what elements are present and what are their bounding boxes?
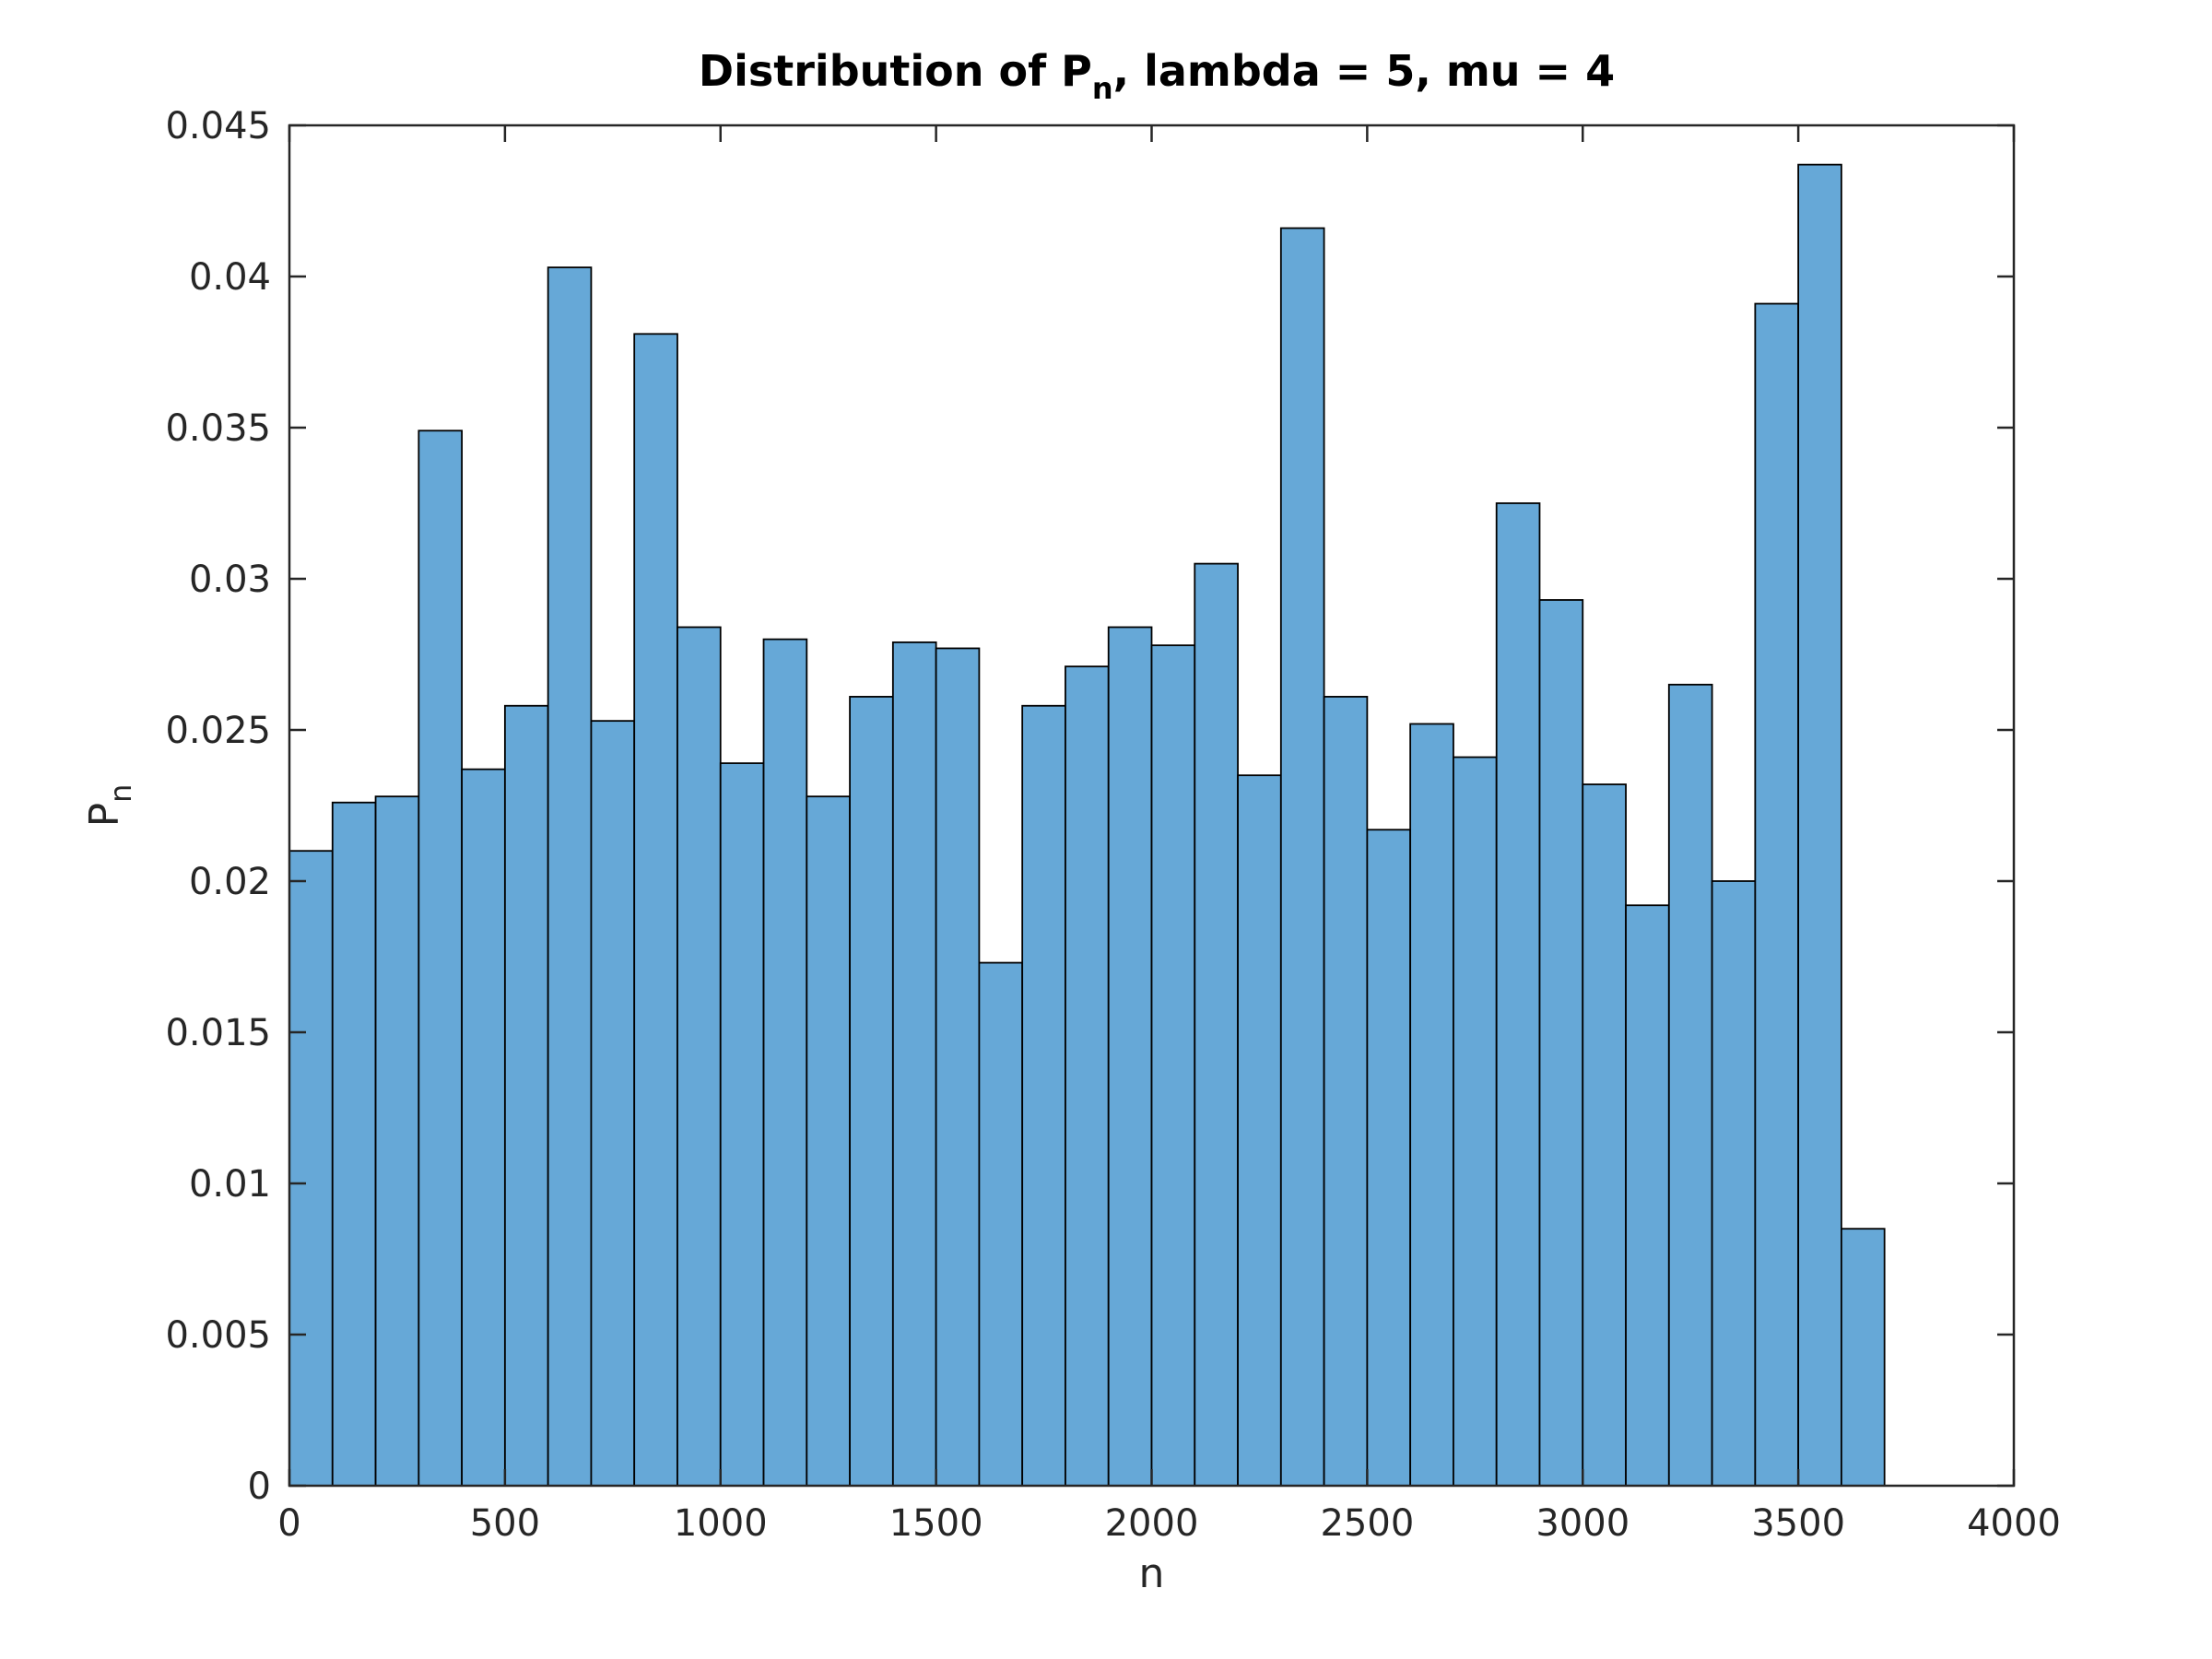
histogram-bar	[503, 704, 549, 1487]
histogram-bar	[1021, 704, 1066, 1487]
x-tick-label: 0	[277, 1502, 300, 1545]
y-tick-label: 0.015	[165, 1012, 271, 1054]
y-tick-label: 0.03	[189, 559, 271, 601]
y-tick-label: 0.035	[165, 407, 271, 450]
histogram-bar	[1237, 774, 1282, 1487]
histogram-bar	[1754, 302, 1800, 1487]
x-tick-label: 4000	[1967, 1502, 2061, 1545]
histogram-bar	[677, 626, 722, 1487]
histogram-bar	[1625, 904, 1670, 1487]
histogram-bar	[849, 696, 894, 1487]
y-axis-label-main: P	[81, 803, 128, 828]
histogram-bar	[1797, 163, 1842, 1487]
x-tick-label: 1500	[889, 1502, 983, 1545]
y-tick-label: 0	[248, 1465, 271, 1508]
histogram-bar	[461, 768, 506, 1487]
histogram-bar	[1150, 644, 1196, 1487]
y-tick-label: 0.01	[189, 1163, 271, 1206]
chart-title-main: Distribution of P	[699, 46, 1092, 96]
y-tick-label: 0.04	[189, 256, 271, 299]
x-tick-label: 1000	[674, 1502, 768, 1545]
histogram-bar	[288, 850, 334, 1487]
y-tick-label: 0.005	[165, 1314, 271, 1357]
histogram-bar	[1366, 829, 1412, 1487]
histogram-bar	[806, 795, 851, 1487]
histogram-bar	[1194, 562, 1239, 1487]
bars-group	[288, 163, 1886, 1487]
x-tick-label: 3000	[1535, 1502, 1630, 1545]
y-tick-labels: 0 0.005 0.01 0.015 0.02 0.025 0.03 0.035 0.04 0.0…	[165, 105, 271, 1508]
histogram-bar	[1107, 626, 1153, 1487]
chart-title-rest: , lambda = 5, mu = 4	[1113, 46, 1615, 96]
histogram-bar	[1667, 683, 1713, 1487]
histogram-bar	[935, 647, 981, 1487]
histogram-bar	[1409, 723, 1454, 1487]
histogram-bar	[978, 961, 1024, 1487]
histogram-bar	[1711, 880, 1757, 1487]
y-axis-label: Pn	[81, 784, 138, 828]
x-tick-label: 2000	[1105, 1502, 1199, 1545]
histogram-bar	[762, 638, 808, 1487]
histogram-bar	[633, 333, 678, 1487]
histogram-bar	[891, 641, 937, 1487]
x-axis-label: n	[1139, 1550, 1165, 1597]
histogram-bar	[590, 720, 636, 1487]
chart-title: Distribution of Pn, lambda = 5, mu = 4	[699, 46, 1615, 106]
y-tick-label: 0.02	[189, 861, 271, 903]
histogram-bar	[1538, 599, 1584, 1487]
histogram-bar	[1323, 696, 1369, 1487]
histogram-bar	[331, 801, 377, 1487]
histogram-bar	[374, 795, 420, 1487]
histogram-bar	[1279, 227, 1325, 1487]
x-tick-label: 2500	[1320, 1502, 1414, 1545]
histogram-bar	[418, 429, 464, 1487]
histogram-bar	[1582, 783, 1627, 1487]
y-tick-label: 0.025	[165, 710, 271, 752]
histogram-bar	[719, 762, 765, 1487]
histogram-bar	[1065, 665, 1110, 1487]
histogram-bar	[1495, 502, 1541, 1487]
y-tick-label: 0.045	[165, 105, 271, 147]
x-tick-label: 500	[470, 1502, 540, 1545]
histogram-bar	[1453, 756, 1498, 1487]
x-tick-labels: 0 500 1000 1500 2000 2500 3000 3500 4000	[277, 1502, 2061, 1545]
plot-area-frame	[288, 124, 2016, 1488]
histogram-bar	[1841, 1228, 1886, 1487]
x-tick-label: 3500	[1751, 1502, 1845, 1545]
chart-title-subscript: n	[1092, 71, 1113, 106]
histogram-bar	[547, 266, 593, 1487]
y-axis-label-subscript: n	[103, 784, 138, 803]
